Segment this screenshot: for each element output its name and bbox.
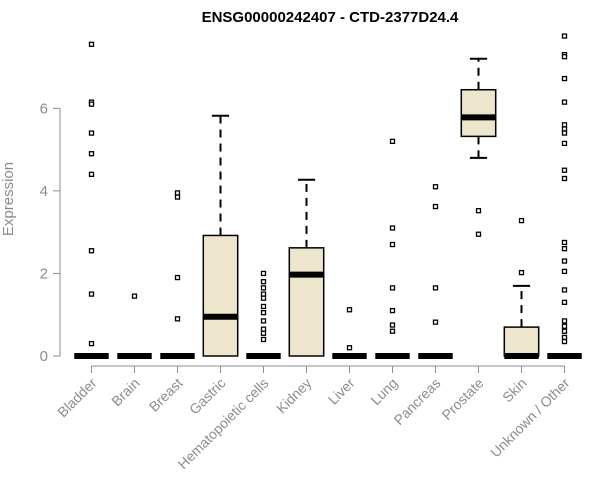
outlier-point — [561, 175, 568, 182]
outlier-point — [260, 336, 267, 343]
outlier-point — [561, 54, 568, 60]
outlier-point — [389, 307, 396, 314]
x-tick-label: Pancreas — [390, 375, 443, 428]
box-group-skin — [503, 217, 540, 359]
outlier-point — [561, 323, 568, 329]
x-tick-label: Lung — [367, 375, 400, 408]
outlier-point — [88, 171, 95, 178]
outlier-point — [88, 340, 95, 347]
outlier-point — [174, 194, 181, 200]
y-tick-label: 0 — [40, 348, 48, 365]
outlier-point — [174, 316, 181, 322]
outlier-point — [561, 338, 568, 345]
outlier-point — [260, 318, 267, 324]
outlier-point — [561, 239, 568, 246]
box-group-unknown-other — [547, 33, 582, 359]
outlier-point — [88, 151, 95, 157]
y-tick-label: 6 — [40, 100, 48, 117]
outlier-point — [88, 291, 95, 297]
outlier-point — [561, 328, 568, 334]
outlier-point — [260, 285, 267, 291]
outlier-point — [561, 122, 568, 128]
outlier-point — [389, 138, 396, 144]
outlier-point — [432, 285, 439, 291]
x-tick-label: Prostate — [438, 375, 486, 423]
outlier-point — [174, 274, 181, 281]
chart-title: ENSG00000242407 - CTD-2377D24.4 — [202, 9, 459, 26]
outlier-point — [561, 299, 568, 305]
outlier-point — [260, 310, 267, 316]
box-group-pancreas — [418, 184, 453, 359]
outlier-point — [131, 293, 138, 299]
outlier-point — [518, 217, 525, 224]
outlier-point — [346, 345, 353, 351]
x-tick-label: Skin — [499, 375, 530, 406]
outlier-point — [561, 140, 568, 147]
outlier-point — [260, 291, 267, 297]
outlier-point — [561, 334, 568, 341]
box-group-gastric — [202, 114, 239, 357]
outlier-point — [432, 184, 439, 190]
outlier-point — [260, 303, 267, 310]
outlier-point — [561, 258, 568, 264]
x-tick-label: Unknown / Other — [487, 375, 573, 461]
outlier-point — [561, 167, 568, 173]
box — [202, 234, 239, 357]
box-group-kidney — [288, 178, 325, 357]
box-group-hematopoietic-cells — [246, 270, 281, 359]
outlier-point — [561, 287, 568, 293]
outlier-point — [88, 101, 95, 107]
outlier-point — [561, 99, 568, 105]
outlier-point — [561, 75, 568, 82]
outlier-point — [389, 285, 396, 291]
y-tick-label: 2 — [40, 265, 48, 282]
outlier-point — [432, 319, 439, 325]
x-tick-label: Brain — [108, 375, 142, 409]
outlier-point — [389, 322, 396, 328]
box-group-prostate — [460, 57, 497, 237]
x-tick-label: Breast — [146, 375, 186, 415]
outlier-point — [174, 190, 181, 196]
outlier-point — [389, 328, 396, 334]
x-tick-label: Kidney — [273, 375, 315, 417]
boxes — [74, 33, 582, 359]
outlier-point — [346, 307, 353, 313]
outlier-point — [389, 241, 396, 248]
outlier-point — [561, 246, 568, 252]
outlier-point — [260, 295, 267, 301]
outlier-point — [88, 248, 95, 254]
box-group-bladder — [74, 41, 109, 359]
x-tick-label: Bladder — [54, 375, 100, 421]
box-group-lung — [375, 138, 410, 359]
outlier-point — [88, 130, 95, 136]
outlier-point — [260, 330, 267, 336]
outlier-point — [518, 269, 525, 276]
outlier-point — [561, 33, 568, 39]
outlier-point — [260, 270, 267, 277]
outlier-point — [389, 225, 396, 231]
box-group-breast — [160, 190, 195, 359]
outlier-point — [561, 126, 568, 132]
outlier-point — [260, 326, 267, 332]
outlier-point — [260, 279, 267, 285]
outlier-point — [561, 130, 568, 136]
outlier-point — [432, 203, 439, 210]
x-tick-label: Liver — [325, 375, 358, 408]
y-axis-label: Expression — [0, 162, 17, 236]
x-tick-label: Gastric — [186, 375, 229, 418]
box-group-liver — [332, 307, 367, 359]
outlier-point — [561, 318, 568, 324]
box-group-brain — [117, 293, 152, 359]
box — [288, 247, 325, 357]
outlier-point — [475, 208, 482, 214]
box — [460, 88, 497, 138]
outlier-point — [561, 268, 568, 275]
y-tick-label: 4 — [40, 183, 48, 200]
box — [503, 326, 540, 357]
outlier-point — [475, 231, 482, 237]
outlier-point — [88, 41, 95, 47]
